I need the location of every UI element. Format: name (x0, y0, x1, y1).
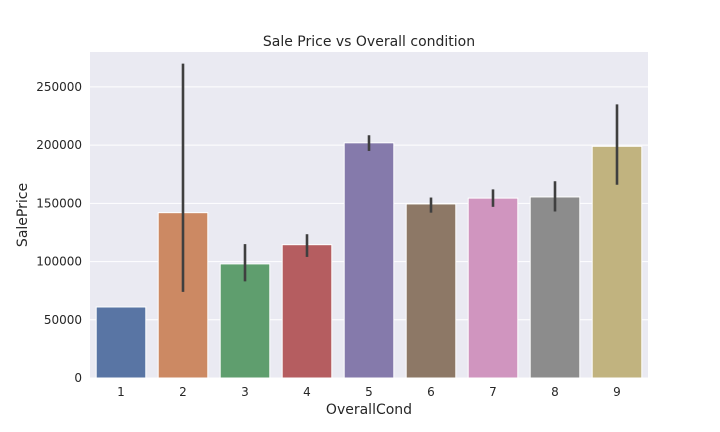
x-tick-label-9: 9 (613, 385, 621, 399)
x-tick-label-3: 3 (241, 385, 249, 399)
y-tick-label-0: 0 (74, 371, 82, 385)
y-tick-label-150000: 150000 (36, 196, 82, 210)
x-tick-label-8: 8 (551, 385, 559, 399)
y-tick-label-100000: 100000 (36, 255, 82, 269)
y-tick-label-250000: 250000 (36, 80, 82, 94)
bar-5 (343, 142, 395, 379)
chart-title: Sale Price vs Overall condition (263, 34, 475, 50)
bar-7 (467, 197, 519, 379)
x-tick-label-2: 2 (179, 385, 187, 399)
bar-6 (405, 203, 457, 379)
y-tick-label-200000: 200000 (36, 138, 82, 152)
bar-9 (591, 145, 643, 379)
x-tick-label-6: 6 (427, 385, 435, 399)
bars (95, 142, 643, 379)
x-tick-labels: 1 2 3 4 5 6 7 8 9 (117, 385, 621, 399)
y-tick-label-50000: 50000 (44, 313, 82, 327)
x-tick-label-7: 7 (489, 385, 497, 399)
y-axis-label: SalePrice (15, 183, 31, 247)
bar-8 (529, 196, 581, 379)
y-tick-labels: 0 50000 100000 150000 200000 250000 (36, 80, 82, 385)
bar-1 (95, 306, 147, 379)
error-bars (181, 63, 619, 292)
bar-4 (281, 244, 333, 379)
x-axis-label: OverallCond (326, 402, 412, 418)
bar-3 (219, 263, 271, 379)
x-tick-label-5: 5 (365, 385, 373, 399)
x-tick-label-4: 4 (303, 385, 311, 399)
x-tick-label-1: 1 (117, 385, 125, 399)
